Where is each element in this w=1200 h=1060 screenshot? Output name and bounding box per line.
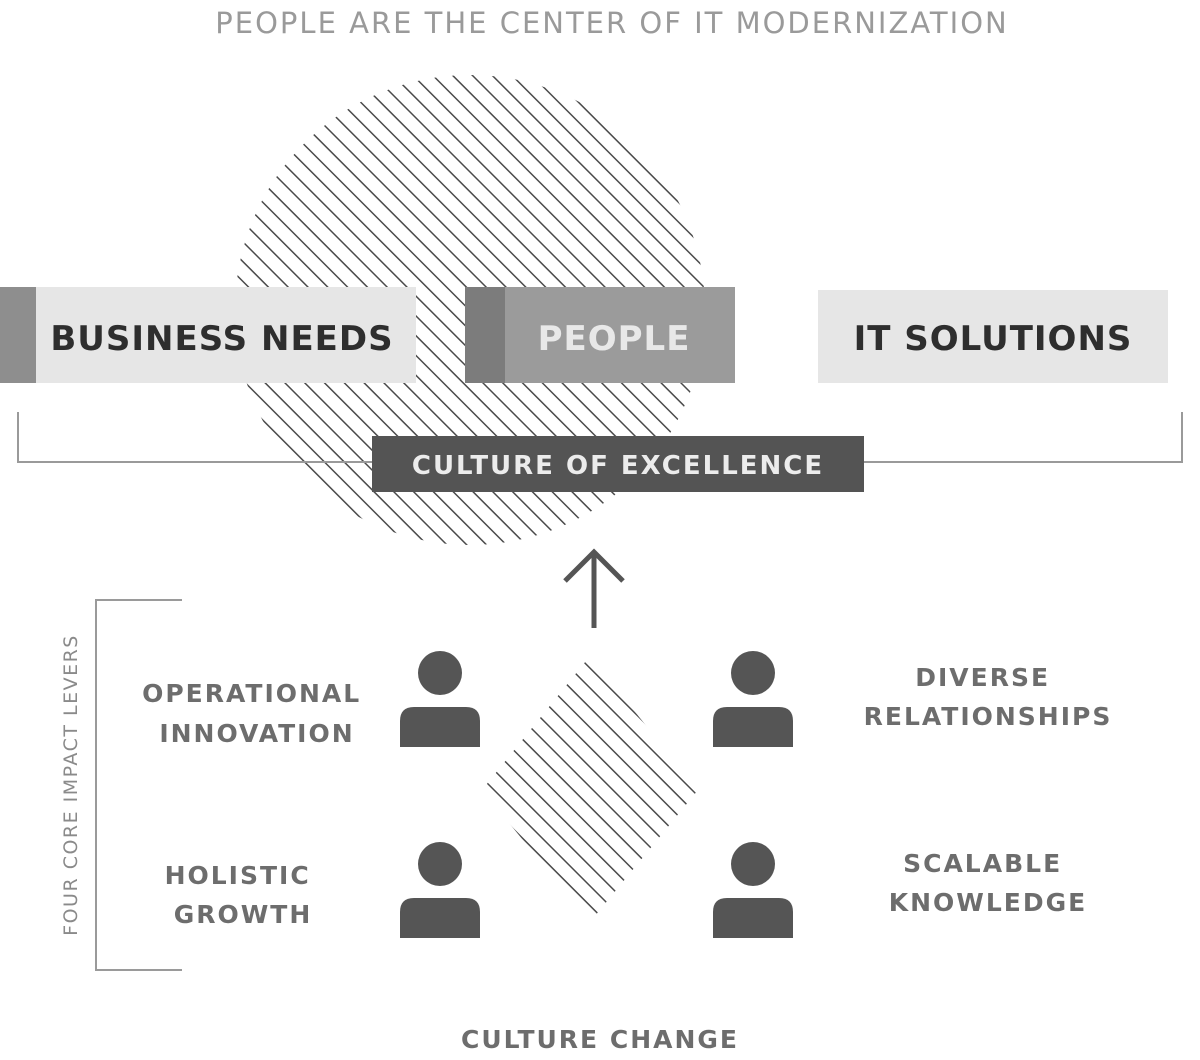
lever-line: INNOVATION <box>159 719 354 748</box>
hatched-diamond <box>482 656 698 922</box>
lever-line: SCALABLE <box>903 849 1062 878</box>
lever-line: RELATIONSHIPS <box>864 702 1113 731</box>
lever-line: KNOWLEDGE <box>889 888 1087 917</box>
lever-line: HOLISTIC <box>165 861 311 890</box>
person-icon <box>400 651 480 747</box>
lever-scalable-knowledge: SCALABLE KNOWLEDGE <box>889 849 1087 917</box>
lever-operational-innovation: OPERATIONAL INNOVATION <box>142 679 372 748</box>
culture-of-excellence-band: CULTURE OF EXCELLENCE <box>372 436 864 492</box>
it-solutions-box: IT SOLUTIONS <box>818 290 1168 383</box>
four-core-impact-levers-label: FOUR CORE IMPACT LEVERS <box>60 634 82 936</box>
person-icon <box>713 842 793 938</box>
culture-change-label: CULTURE CHANGE <box>461 1025 739 1054</box>
person-icon <box>713 651 793 747</box>
lever-line: OPERATIONAL <box>142 679 361 708</box>
lever-diverse-relationships: DIVERSE RELATIONSHIPS <box>864 663 1113 731</box>
levers-bracket <box>95 599 182 971</box>
people-label: PEOPLE <box>538 319 691 359</box>
business-needs-box: BUSINESS NEEDS <box>0 287 416 383</box>
arrow-up-icon <box>563 548 625 628</box>
diagram-title: PEOPLE ARE THE CENTER OF IT MODERNIZATIO… <box>215 6 1008 40</box>
lever-line: GROWTH <box>174 900 313 929</box>
it-solutions-label: IT SOLUTIONS <box>854 319 1133 359</box>
people-box: PEOPLE <box>465 287 735 383</box>
business-needs-label: BUSINESS NEEDS <box>50 319 393 359</box>
lever-holistic-growth: HOLISTIC GROWTH <box>165 861 322 929</box>
lever-line: DIVERSE <box>915 663 1050 692</box>
person-icon <box>400 842 480 938</box>
culture-of-excellence-label: CULTURE OF EXCELLENCE <box>412 451 824 481</box>
